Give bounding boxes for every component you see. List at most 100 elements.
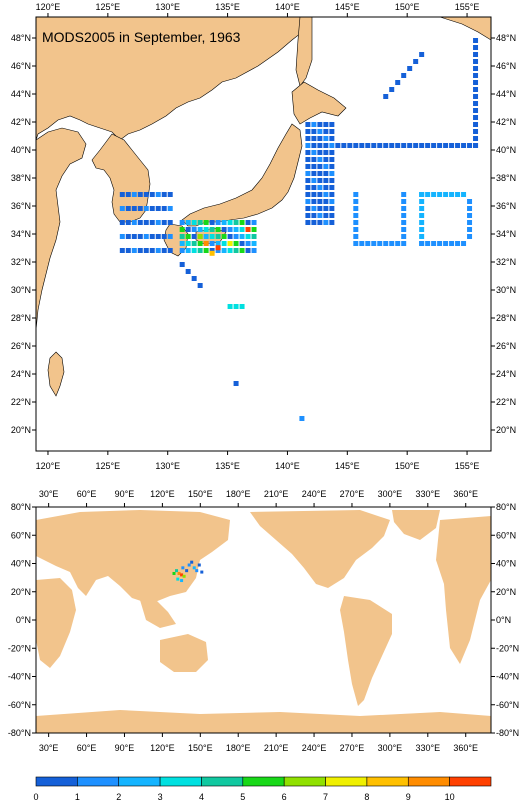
observation-cell: [167, 192, 173, 197]
observation-cell: [383, 143, 389, 148]
observation-cell: [209, 227, 215, 232]
observation-cell: [200, 570, 204, 574]
observation-cell: [233, 227, 239, 232]
lat-tick-label: 34°N: [11, 229, 31, 239]
observation-cell: [323, 185, 329, 190]
observation-cell: [473, 122, 479, 127]
observation-cell: [473, 80, 479, 85]
colorbar-label: 6: [282, 792, 287, 802]
observation-cell: [191, 276, 197, 281]
lat-tick-label: 32°N: [496, 257, 516, 267]
global-lon-ticks-top: 30°E 60°E 90°E 120°E 150°E 180°E 210°E 240°E 270…: [39, 489, 478, 507]
lon-tick-label: 150°E: [188, 489, 213, 499]
lat-tick-label: 26°N: [496, 341, 516, 351]
observation-cell: [401, 73, 407, 78]
lat-tick-label: 20°N: [11, 425, 31, 435]
observation-cell: [191, 234, 197, 239]
lon-tick-label: 360°E: [453, 743, 478, 753]
lon-tick-label: 130°E: [155, 461, 180, 471]
observation-cell: [245, 227, 251, 232]
observation-cell: [467, 143, 473, 148]
observation-cell: [179, 220, 185, 225]
global-lat-ticks-left: 80°N 60°N 40°N 20°N 0°N -20°N -40°N -60°N -80°N: [8, 502, 36, 738]
lon-tick-label: 140°E: [275, 461, 300, 471]
observation-cell: [425, 241, 431, 246]
lon-tick-label: 300°E: [378, 489, 403, 499]
lon-tick-label: 90°E: [115, 743, 135, 753]
observation-cell: [365, 241, 371, 246]
observation-cell: [143, 206, 149, 211]
observation-cell: [182, 574, 186, 578]
observation-cell: [473, 45, 479, 50]
observation-cell: [155, 234, 161, 239]
colorbar-box: [283, 776, 326, 787]
lat-tick-label: 40°N: [11, 145, 31, 155]
observation-cell: [190, 560, 194, 564]
observation-cell: [143, 234, 149, 239]
observation-cell: [329, 143, 335, 148]
lat-tick-label: 36°N: [496, 201, 516, 211]
observation-cell: [180, 573, 184, 577]
observation-cell: [389, 87, 395, 92]
observation-cell: [311, 220, 317, 225]
observation-cell: [329, 199, 335, 204]
observation-cell: [125, 206, 131, 211]
observation-cell: [177, 571, 181, 575]
observation-cell: [467, 206, 473, 211]
observation-cell: [353, 143, 359, 148]
lat-tick-label: 44°N: [11, 89, 31, 99]
lat-tick-label: 0°N: [496, 615, 511, 625]
observation-cell: [311, 206, 317, 211]
observation-cell: [227, 220, 233, 225]
lat-tick-label: 46°N: [11, 61, 31, 71]
observation-cell: [305, 185, 311, 190]
colorbar-box: [118, 776, 161, 787]
observation-cell: [137, 220, 143, 225]
observation-cell: [197, 234, 203, 239]
observation-cell: [305, 178, 311, 183]
observation-cell: [125, 220, 131, 225]
observation-cell: [311, 143, 317, 148]
observation-cell: [323, 129, 329, 134]
observation-cell: [353, 227, 359, 232]
observation-cell: [137, 192, 143, 197]
lon-tick-label: 120°E: [36, 2, 61, 12]
observation-cell: [119, 248, 125, 253]
observation-cell: [329, 213, 335, 218]
observation-cell: [443, 192, 449, 197]
observation-cell: [317, 122, 323, 127]
lat-tick-label: -40°N: [496, 672, 519, 682]
observation-cell: [317, 213, 323, 218]
observation-cell: [191, 241, 197, 246]
observation-cell: [419, 227, 425, 232]
observation-cell: [179, 241, 185, 246]
observation-cell: [359, 143, 365, 148]
observation-cell: [395, 143, 401, 148]
observation-cell: [311, 199, 317, 204]
observation-cell: [239, 234, 245, 239]
lat-tick-label: 38°N: [496, 173, 516, 183]
observation-cell: [473, 115, 479, 120]
observation-cell: [437, 143, 443, 148]
lat-tick-label: 48°N: [496, 33, 516, 43]
colorbar-labels: 0 1 2 3 4 5 6 7 8 9 10: [33, 792, 454, 802]
observation-cell: [401, 213, 407, 218]
observation-cell: [467, 213, 473, 218]
observation-cell: [167, 234, 173, 239]
observation-cell: [419, 220, 425, 225]
lat-tick-label: 20°N: [496, 587, 516, 597]
observation-cell: [419, 241, 425, 246]
observation-cell: [197, 220, 203, 225]
observation-cell: [203, 248, 209, 253]
observation-cell: [473, 73, 479, 78]
observation-cell: [407, 143, 413, 148]
lat-tick-label: 80°N: [11, 502, 31, 512]
observation-cell: [239, 220, 245, 225]
observation-cell: [317, 164, 323, 169]
observation-cell: [215, 220, 221, 225]
observation-cell: [305, 171, 311, 176]
lat-tick-label: -40°N: [8, 672, 31, 682]
observation-cell: [239, 304, 245, 309]
observation-cell: [197, 283, 203, 288]
lon-tick-label: 150°E: [188, 743, 213, 753]
